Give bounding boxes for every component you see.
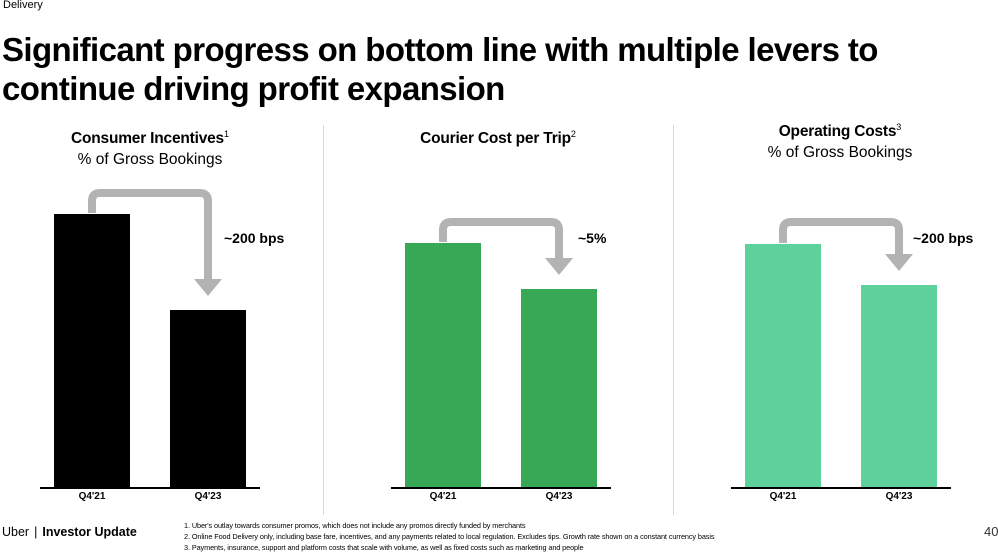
page-number: 40 [984, 524, 998, 539]
chart-1-bar-2 [170, 310, 246, 487]
chart-3-x-axis [731, 487, 951, 489]
chart-2-bar-1 [405, 243, 481, 487]
chart-2-tick-1: Q4'21 [429, 491, 457, 502]
footnote-3: 3. Payments, insurance, support and plat… [184, 543, 584, 552]
chart-2-x-axis [391, 487, 611, 489]
chart-3-header: Operating Costs3 % of Gross Bookings [720, 121, 960, 163]
chart-3-subtitle: % of Gross Bookings [767, 144, 913, 161]
chart-3-title: Operating Costs [778, 123, 897, 140]
footnotes: 1. Uber's outlay towards consumer promos… [184, 520, 715, 553]
chart-3-bar-1 [745, 244, 821, 487]
chart-2-header: Courier Cost per Trip2 [378, 128, 618, 149]
chart-1-x-axis [40, 487, 260, 489]
footer-deck-name: Investor Update [42, 525, 137, 539]
chart-3-tick-2: Q4'23 [885, 491, 913, 502]
chart-2-footnote-ref: 2 [570, 128, 576, 139]
chart-1-subtitle: % of Gross Bookings [77, 151, 223, 168]
section-label: Delivery [3, 0, 43, 11]
chart-1-tick-1: Q4'21 [78, 491, 106, 502]
chart-3-tick-1: Q4'21 [769, 491, 797, 502]
chart-3-footnote-ref: 3 [896, 121, 902, 132]
footer-brand: Uber | Investor Update [2, 525, 137, 539]
chart-2-title: Courier Cost per Trip [420, 130, 571, 147]
chart-3-arrow-line [779, 218, 903, 256]
chart-2-bar-2 [521, 289, 597, 487]
chart-2-tick-2: Q4'23 [545, 491, 573, 502]
chart-3-bar-2 [861, 285, 937, 487]
chart-1-change-label: ~200 bps [224, 230, 285, 246]
chart-2-change-label: ~5% [578, 230, 607, 246]
chart-1-arrow-line [88, 189, 212, 281]
chart-2-arrow-head [545, 258, 573, 275]
chart-1-header: Consumer Incentives1 % of Gross Bookings [30, 128, 270, 170]
chart-1-arrow-head [194, 279, 222, 296]
footer-brand-name: Uber [2, 525, 30, 539]
chart-1-bar-1 [54, 214, 130, 487]
chart-3-change-label: ~200 bps [913, 230, 974, 246]
chart-1-title: Consumer Incentives [71, 130, 224, 147]
panel-divider-1 [323, 125, 324, 515]
footnote-1: 1. Uber's outlay towards consumer promos… [184, 521, 526, 530]
page-title: Significant progress on bottom line with… [2, 30, 992, 108]
chart-2-arrow-line [439, 218, 563, 260]
panel-divider-2 [673, 125, 674, 515]
chart-1-footnote-ref: 1 [223, 128, 229, 139]
footer-separator: | [34, 525, 38, 539]
page-title-line-1: Significant progress on bottom line with… [2, 31, 878, 68]
chart-3-arrow-head [885, 254, 913, 271]
footnote-2: 2. Online Food Delivery only, including … [184, 532, 715, 541]
chart-1-tick-2: Q4'23 [194, 491, 222, 502]
page-title-line-2: continue driving profit expansion [2, 70, 505, 107]
